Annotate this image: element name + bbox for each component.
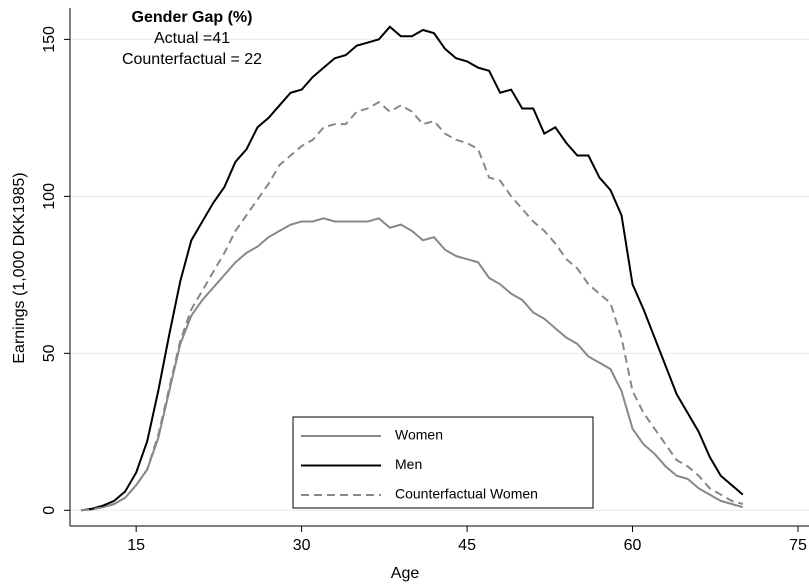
annotation: Actual =41 — [154, 30, 230, 47]
y-tick-label: 50 — [41, 344, 58, 362]
x-tick-label: 75 — [789, 537, 807, 554]
legend-frame — [292, 416, 594, 509]
series-line — [80, 100, 744, 512]
y-tick-label: 150 — [41, 26, 58, 53]
legend-label: Counterfactual Women — [395, 486, 538, 502]
annotation: Counterfactual = 22 — [122, 51, 262, 68]
legend-label: Women — [395, 427, 443, 443]
series-line — [80, 217, 744, 512]
x-tick-label: 30 — [293, 537, 311, 554]
x-tick-label: 15 — [127, 537, 145, 554]
x-axis-title: Age — [391, 565, 420, 582]
annotation: Gender Gap (%) — [132, 9, 253, 26]
y-tick-label: 0 — [41, 506, 58, 515]
x-tick-label: 60 — [624, 537, 642, 554]
series-line — [80, 25, 744, 512]
y-axis-title: Earnings (1,000 DKK1985) — [11, 172, 28, 363]
x-tick-label: 45 — [458, 537, 476, 554]
y-tick-label: 100 — [41, 183, 58, 210]
legend-label: Men — [395, 456, 422, 472]
